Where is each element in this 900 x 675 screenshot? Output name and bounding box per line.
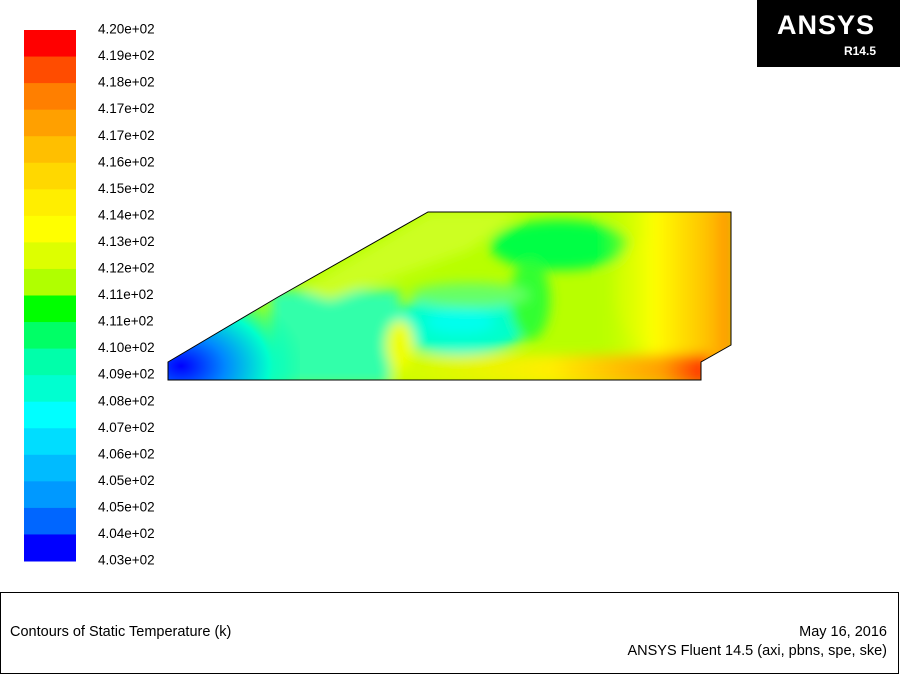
- color-band: [24, 481, 76, 509]
- colorbar-label: 4.11e+02: [98, 314, 154, 329]
- footer-date: May 16, 2016: [799, 624, 887, 640]
- colorbar-label: 4.19e+02: [98, 48, 155, 63]
- colorbar-label: 4.17e+02: [98, 128, 155, 143]
- colorbar-label: 4.11e+02: [98, 287, 154, 302]
- colorbar-label: 4.05e+02: [98, 473, 155, 488]
- color-band: [24, 401, 76, 429]
- color-band: [24, 109, 76, 137]
- colorbar-label: 4.08e+02: [98, 393, 155, 408]
- colorbar-label: 4.12e+02: [98, 261, 155, 276]
- color-band: [24, 295, 76, 323]
- footer-software: ANSYS Fluent 14.5 (axi, pbns, spe, ske): [627, 643, 887, 659]
- color-band: [24, 507, 76, 535]
- color-band: [24, 162, 76, 190]
- colorbar-label: 4.17e+02: [98, 101, 155, 116]
- logo-version: R14.5: [844, 44, 876, 58]
- color-band: [24, 30, 76, 58]
- colorbar-label: 4.13e+02: [98, 234, 155, 249]
- color-band: [24, 348, 76, 376]
- colorbar-label: 4.04e+02: [98, 526, 155, 541]
- colorbar-label: 4.14e+02: [98, 207, 155, 222]
- colorbar: 4.20e+02 4.19e+02 4.18e+02 4.17e+02 4.17e+02…: [24, 22, 155, 568]
- colorbar-label: 4.16e+02: [98, 154, 155, 169]
- colorbar-label: 4.15e+02: [98, 181, 155, 196]
- colorbar-label: 4.03e+02: [98, 553, 155, 568]
- color-band: [24, 268, 76, 296]
- footer-box: [0, 592, 899, 674]
- colorbar-label: 4.10e+02: [98, 340, 155, 355]
- colorbar-label: 4.20e+02: [98, 22, 155, 37]
- color-band: [24, 136, 76, 164]
- contour-field: [168, 212, 731, 380]
- logo-name: ANSYS: [777, 10, 875, 40]
- colorbar-label: 4.09e+02: [98, 367, 155, 382]
- footer-title: Contours of Static Temperature (k): [10, 624, 231, 640]
- color-band: [24, 242, 76, 270]
- color-band: [24, 215, 76, 243]
- color-band: [24, 83, 76, 111]
- colorbar-label: 4.06e+02: [98, 446, 155, 461]
- color-band: [24, 454, 76, 482]
- colorbar-label: 4.07e+02: [98, 420, 155, 435]
- color-band: [24, 428, 76, 456]
- color-band: [24, 322, 76, 350]
- color-band: [24, 56, 76, 84]
- colorbar-label: 4.05e+02: [98, 499, 155, 514]
- colorbar-label: 4.18e+02: [98, 75, 155, 90]
- logo-box: [757, 0, 900, 67]
- domain-outline: [167, 211, 732, 381]
- color-band: [24, 534, 76, 562]
- color-band: [24, 189, 76, 217]
- color-band: [24, 375, 76, 403]
